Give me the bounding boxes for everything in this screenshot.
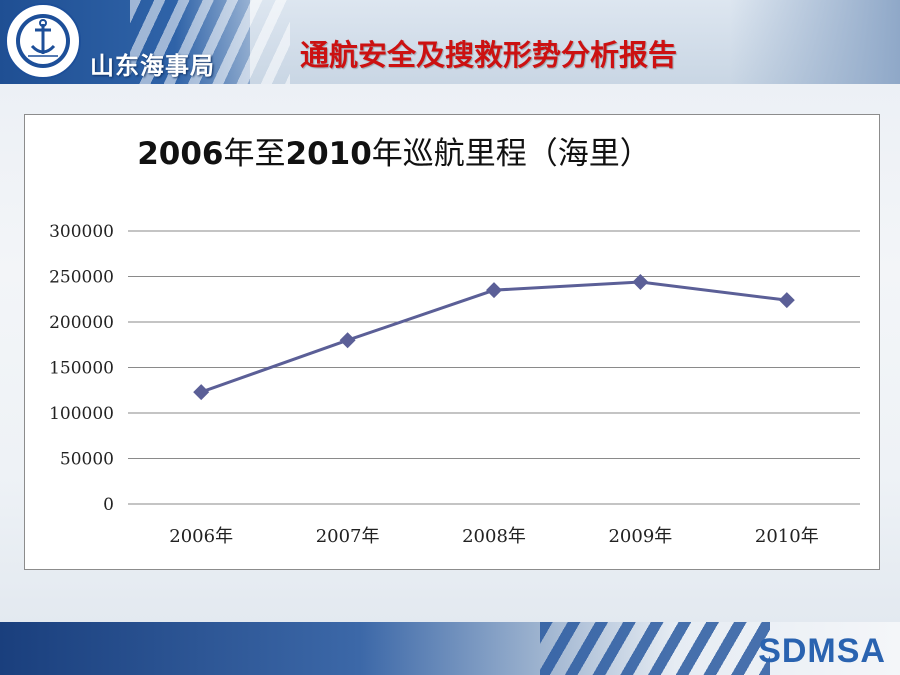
y-tick-label: 100000 bbox=[49, 404, 114, 424]
msa-logo-icon bbox=[5, 3, 81, 79]
header-stripes bbox=[130, 0, 290, 84]
header-right-shade bbox=[730, 0, 900, 84]
chart-title: 2006年至2010年巡航里程（海里） bbox=[24, 128, 764, 173]
org-name: 山东海事局 bbox=[90, 52, 215, 80]
chart-title-text-1: 年至 bbox=[223, 136, 286, 172]
slide-footer bbox=[0, 622, 900, 675]
data-point bbox=[632, 273, 649, 290]
report-title: 通航安全及搜救形势分析报告 bbox=[300, 38, 678, 72]
y-tick-label: 50000 bbox=[60, 450, 114, 470]
x-tick-label: 2010年 bbox=[755, 526, 819, 547]
x-tick-label: 2007年 bbox=[316, 526, 380, 547]
y-tick-label: 0 bbox=[103, 495, 114, 515]
series-line bbox=[200, 280, 787, 394]
y-tick-label: 300000 bbox=[49, 222, 114, 242]
chart-title-year-start: 2006 bbox=[137, 136, 224, 172]
chart-title-year-end: 2010 bbox=[285, 136, 372, 172]
x-tick-label: 2006年 bbox=[169, 526, 233, 547]
y-tick-label: 250000 bbox=[49, 268, 114, 288]
data-point bbox=[193, 384, 210, 401]
x-tick-label: 2008年 bbox=[462, 526, 526, 547]
x-tick-label: 2009年 bbox=[608, 526, 672, 547]
footer-stripes bbox=[540, 622, 770, 675]
footer-brand: SDMSA bbox=[758, 632, 886, 670]
y-tick-label: 150000 bbox=[49, 359, 114, 379]
data-point bbox=[778, 292, 795, 309]
y-tick-label: 200000 bbox=[49, 313, 114, 333]
data-point bbox=[486, 282, 502, 299]
chart-title-text-2: 年巡航里程（海里） bbox=[371, 136, 651, 172]
chart-frame bbox=[24, 114, 880, 570]
slide-header bbox=[0, 0, 900, 84]
data-point bbox=[339, 332, 356, 349]
